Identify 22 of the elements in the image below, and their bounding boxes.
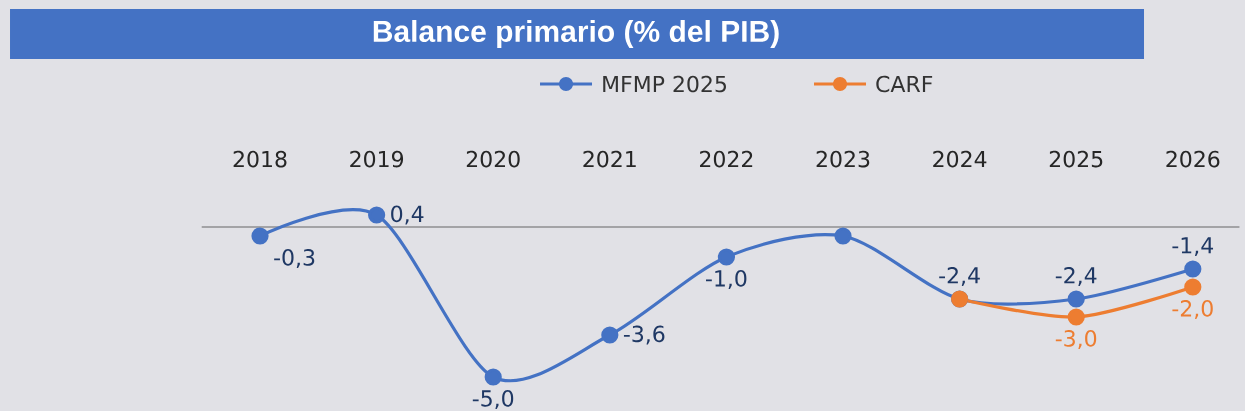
x-tick-label: 2025 <box>1049 150 1103 168</box>
data-label: -1,0 <box>706 270 747 289</box>
data-label: -2,4 <box>1055 267 1097 286</box>
data-label: -2,4 <box>939 267 980 286</box>
data-label: -3,6 <box>623 325 665 345</box>
data-label: -2,0 <box>1172 300 1213 319</box>
data-label: -1,4 <box>1172 237 1214 256</box>
data-label: -0,3 <box>274 249 315 268</box>
x-tick-label: 2026 <box>1166 150 1220 168</box>
legend-label: CARF <box>876 75 933 93</box>
chart-title: Balance primario (% del PIB) <box>373 20 779 48</box>
data-label: -5,0 <box>472 390 514 409</box>
data-label: 0,4 <box>391 205 424 225</box>
x-tick-label: 2021 <box>583 150 636 168</box>
x-tick-label: 2020 <box>466 150 520 168</box>
x-tick-label: 2019 <box>350 150 404 168</box>
x-tick-label: 2018 <box>233 150 287 168</box>
x-tick-label: 2023 <box>816 150 870 168</box>
data-label: -3,0 <box>1055 330 1097 349</box>
x-tick-label: 2024 <box>933 150 987 168</box>
legend-label: MFMP 2025 <box>603 75 726 93</box>
x-tick-label: 2022 <box>700 150 753 168</box>
